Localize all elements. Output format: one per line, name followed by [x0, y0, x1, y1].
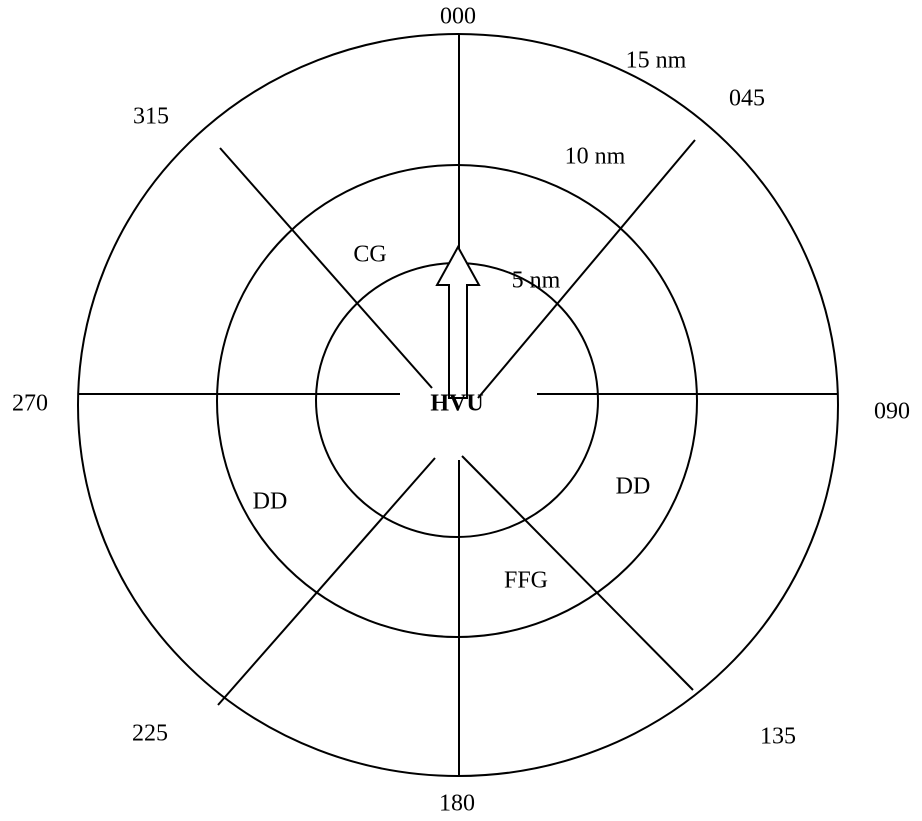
bearing-label: 000 — [440, 4, 476, 30]
bearing-lines — [78, 35, 838, 777]
bearing-labels: 000 045 090 135 180 225 270 315 — [12, 4, 910, 817]
spoke-225 — [217, 457, 436, 706]
ring-labels: 5 nm 10 nm 15 nm — [512, 48, 687, 294]
spoke-045 — [477, 139, 696, 399]
ring-label: 15 nm — [626, 48, 687, 74]
bearing-label: 180 — [439, 791, 475, 817]
spoke-135 — [461, 455, 694, 691]
bearing-label: 315 — [133, 104, 169, 130]
bearing-label: 225 — [132, 721, 168, 747]
heading-arrow — [435, 244, 481, 399]
bearing-label: 270 — [12, 391, 48, 417]
bearing-label: 135 — [760, 724, 796, 750]
unit-label: DD — [616, 474, 651, 500]
unit-label: CG — [353, 242, 386, 268]
ring-label: 5 nm — [512, 268, 561, 294]
ring-10nm — [216, 164, 698, 638]
unit-label: FFG — [504, 568, 548, 594]
bearing-label: 045 — [729, 86, 765, 112]
unit-label: DD — [253, 489, 288, 515]
spoke-315 — [219, 147, 433, 389]
ring-label: 10 nm — [565, 144, 626, 170]
unit-labels: CG DD DD FFG — [253, 242, 651, 594]
bearing-label: 090 — [874, 399, 910, 425]
center-label: HVU — [430, 391, 483, 417]
